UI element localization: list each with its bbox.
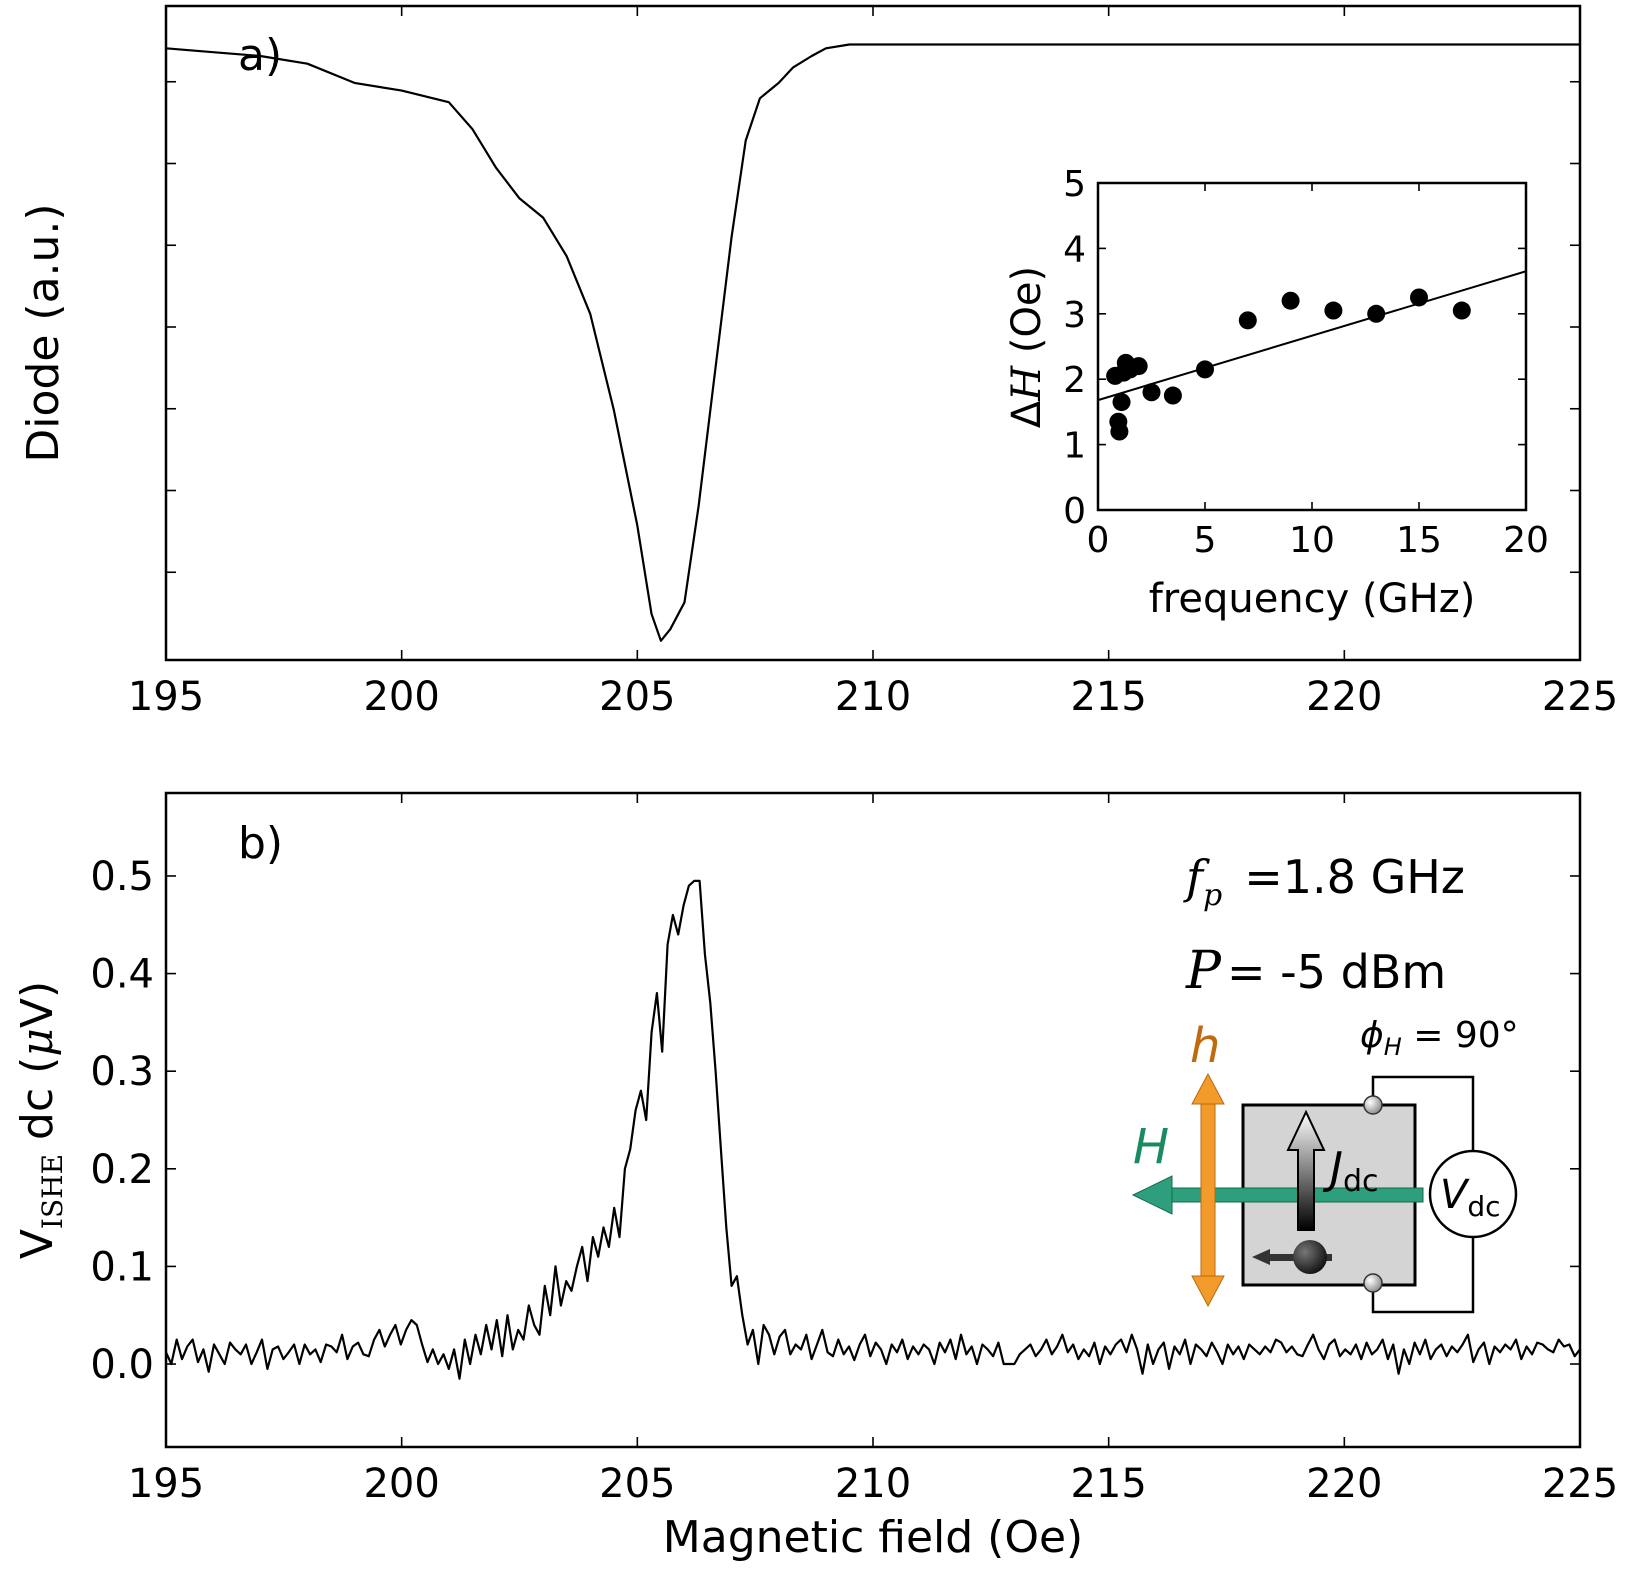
power-annotation: P = -5 dBm: [1185, 941, 1446, 1001]
device-schematic: ϕH = 90° H h Jdc: [1131, 1015, 1519, 1314]
ylabel-dc: dc (: [12, 1057, 63, 1154]
panel-b-ticks: 195 200 205 210 215 220 225 0.0 0.1 0.2 0.3 0.4 0.5: [90, 793, 1618, 1507]
inset-point: [1324, 301, 1343, 320]
inset-point: [1196, 360, 1214, 379]
ishe-voltage-curve: [164, 879, 1581, 1380]
inset-ylabel-var: H: [1004, 365, 1050, 402]
b-ytick-label: 0.5: [90, 854, 154, 900]
phi-value: = 90°: [1402, 1015, 1519, 1056]
a-xtick-label: 200: [363, 674, 439, 720]
panel-b-label: b): [238, 818, 283, 869]
inset-ytick-label: 3: [1063, 295, 1086, 336]
wire-top: [1371, 1075, 1475, 1150]
V-letter: V: [1440, 1172, 1470, 1218]
inset-point: [1238, 311, 1257, 330]
diode-curve: [165, 43, 1580, 642]
inset-xtick-label: 0: [1087, 520, 1110, 561]
phi-symbol: ϕ: [1360, 1015, 1384, 1056]
V-label: Vdc: [1440, 1172, 1501, 1223]
inset-point: [1112, 393, 1131, 412]
V-sub: dc: [1467, 1190, 1500, 1223]
inset-ytick-label: 4: [1063, 229, 1086, 270]
inset-ytick-label: 1: [1063, 426, 1086, 467]
freq-text: =1.8 GHz: [1244, 850, 1465, 904]
spin-ball: [1293, 1240, 1327, 1274]
b-xtick-label: 220: [1306, 1461, 1382, 1507]
inset-point: [1142, 383, 1161, 402]
current-arrow: [1286, 1109, 1326, 1231]
power-var: P: [1185, 941, 1222, 1001]
inset-ylabel: ΔH (Oe): [1004, 266, 1050, 428]
J-sub: dc: [1343, 1164, 1379, 1199]
freq-sub: p: [1203, 878, 1222, 913]
b-xtick-label: 210: [835, 1461, 911, 1507]
b-xtick-label: 195: [128, 1461, 204, 1507]
b-ytick-label: 0.0: [90, 1342, 154, 1388]
inset-point: [1110, 422, 1129, 441]
panel-a-ticks: 195 200 205 210 215 220 225: [128, 6, 1618, 720]
inset-ylabel-delta: Δ: [1004, 400, 1050, 428]
inset-xtick-label: 5: [1194, 520, 1217, 561]
panel-b-ylabel: VISHE dc (μV): [12, 981, 69, 1259]
b-xtick-label: 225: [1542, 1461, 1618, 1507]
b-xtick-label: 215: [1070, 1461, 1146, 1507]
a-xtick-label: 220: [1306, 674, 1382, 720]
contact-bottom: [1363, 1273, 1383, 1293]
panel-a-label: a): [238, 30, 282, 81]
a-xtick-label: 225: [1542, 674, 1618, 720]
a-xtick-label: 215: [1070, 674, 1146, 720]
h-label: h: [1190, 1018, 1220, 1074]
panel-b: 195 200 205 210 215 220 2250.00.10.20.30.40.5 …: [12, 791, 1618, 1563]
inset-xtick-label: 20: [1503, 520, 1549, 561]
inset-point: [1281, 291, 1300, 310]
inset-xlabel: frequency (GHz): [1149, 576, 1476, 622]
inset-ytick-label: 2: [1063, 360, 1086, 401]
spin-arrow-head: [1252, 1249, 1270, 1265]
h-field-arrow-down-head: [1191, 1275, 1225, 1308]
inset-ylabel-unit: (Oe): [1004, 266, 1050, 366]
inset-xtick-label: 15: [1396, 520, 1442, 561]
panel-a: 195 200 205 210 215 220 225 a) Diode (a.u.): [18, 4, 1618, 720]
a-xtick-label: 195: [128, 674, 204, 720]
a-xtick-label: 205: [599, 674, 675, 720]
inset-point: [1452, 301, 1471, 320]
ylabel-mu: μ: [12, 1028, 63, 1057]
contact-top: [1363, 1095, 1383, 1115]
phi-sub: H: [1384, 1033, 1402, 1061]
b-xtick-label: 200: [363, 1461, 439, 1507]
inset-fit-line: [1097, 270, 1527, 402]
ylabel-unit: V): [12, 981, 63, 1028]
inset-point: [1163, 386, 1182, 405]
b-ytick-label: 0.1: [90, 1244, 154, 1290]
panel-a-ylabel: Diode (a.u.): [18, 203, 69, 462]
b-ytick-label: 0.3: [90, 1049, 154, 1095]
inset-ticks: 0 5 10 15 20 0 1 2 3 4 5: [1063, 164, 1549, 561]
inset-chart: 0 5 10 15 20 0 1 2 3 4 5 frequency (GHz) ΔH (Oe): [1004, 164, 1549, 622]
h-field-arrow-shaft: [1200, 1097, 1216, 1283]
voltmeter: [1428, 1149, 1518, 1239]
b-xtick-label: 205: [599, 1461, 675, 1507]
wire-bottom: [1371, 1236, 1475, 1314]
b-ytick-label: 0.2: [90, 1147, 154, 1193]
inset-points: [1106, 288, 1471, 441]
phi-label: ϕH = 90°: [1360, 1015, 1519, 1061]
ylabel-v: V: [12, 1229, 63, 1259]
power-text: = -5 dBm: [1227, 945, 1446, 999]
inset-ytick-label: 0: [1063, 491, 1086, 532]
H-field-arrow-head: [1131, 1175, 1173, 1215]
H-label: H: [1133, 1119, 1169, 1175]
panel-b-xlabel: Magnetic field (Oe): [663, 1512, 1083, 1563]
inset-point: [1129, 357, 1148, 376]
b-ytick-label: 0.4: [90, 952, 154, 998]
inset-xtick-label: 10: [1289, 520, 1335, 561]
a-xtick-label: 210: [835, 674, 911, 720]
frequency-annotation: fp =1.8 GHz: [1183, 850, 1465, 913]
inset-point: [1410, 288, 1428, 307]
inset-point: [1367, 304, 1386, 323]
inset-ytick-label: 5: [1063, 164, 1086, 205]
ylabel-ishe: ISHE: [36, 1154, 69, 1229]
h-field-arrow-up-head: [1191, 1072, 1225, 1105]
